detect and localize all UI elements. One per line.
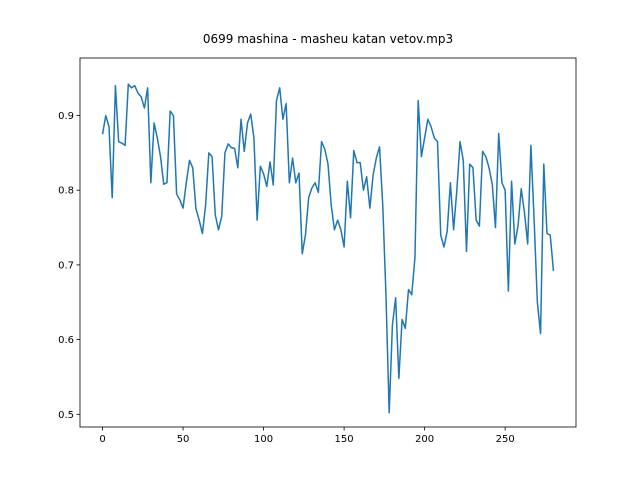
x-tick-label: 150 [335,434,354,445]
y-tick-label: 0.8 [58,186,74,197]
x-tick-label: 100 [254,434,273,445]
x-tick-label: 200 [415,434,434,445]
x-tick-label: 250 [496,434,515,445]
y-tick-label: 0.9 [58,111,74,122]
x-tick-label: 50 [177,434,190,445]
chart-title: 0699 mashina - masheu katan vetov.mp3 [203,32,453,46]
data-line [101,83,555,414]
y-tick-label: 0.6 [58,335,74,346]
y-tick-label: 0.7 [58,260,74,271]
x-tick-label: 0 [99,434,105,445]
y-tick-label: 0.5 [58,410,74,421]
plot-frame [79,57,577,428]
